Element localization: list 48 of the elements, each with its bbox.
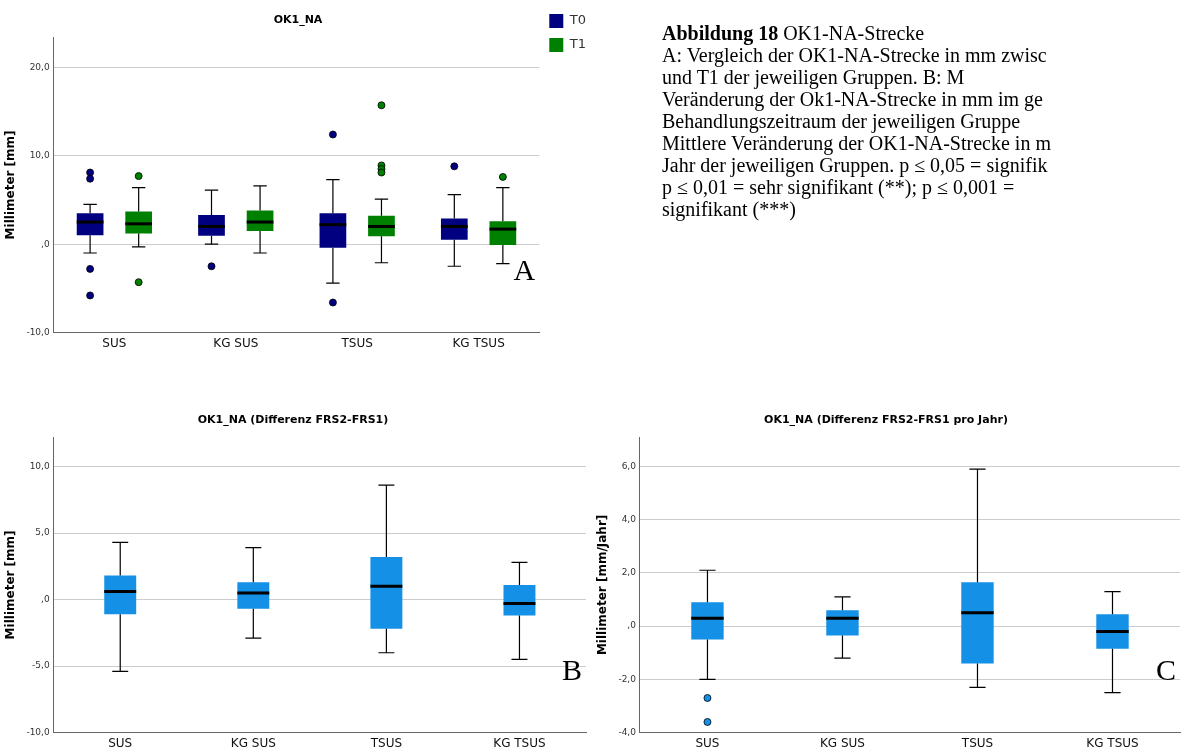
- x-tick-label: TSUS: [960, 735, 994, 750]
- x-tick-label: TSUS: [369, 735, 403, 750]
- y-tick-label: -10,0: [26, 326, 50, 337]
- y-axis-title: Millimeter [mm]: [3, 530, 18, 640]
- y-tick-label: 10,0: [29, 460, 50, 471]
- x-tick-label: TSUS: [340, 335, 373, 350]
- annotation: C: [1155, 653, 1176, 687]
- text: A: Vergleich der OK1-NA-Strecke in mm zwisc: [662, 44, 1048, 66]
- annotation: A: [513, 253, 536, 287]
- y-tick-label: ,0: [41, 238, 50, 249]
- legend-label: T1: [568, 36, 587, 52]
- x-tick-label: SUS: [102, 335, 127, 350]
- y-tick-label: 20,0: [29, 61, 50, 72]
- text: und T1 der jeweiligen Gruppen. B: M: [662, 66, 966, 88]
- chart-title: OK1_NA: [273, 13, 323, 27]
- x-tick-label: KG SUS: [213, 335, 259, 350]
- text: Abbildung 18: [662, 22, 779, 44]
- y-tick-label: 10,0: [29, 150, 50, 161]
- y-axis-title: Millimeter [mm/Jahr]: [595, 514, 610, 656]
- chart-title: OK1_NA (Differenz FRS2-FRS1): [197, 413, 389, 427]
- legend-label: T0: [568, 12, 587, 28]
- y-tick-label: 4,0: [621, 514, 637, 525]
- text: Mittlere Veränderung der OK1-NA-Strecke in m: [662, 132, 1052, 154]
- text: signifikant (***): [662, 198, 796, 220]
- x-tick-label: KG SUS: [819, 735, 865, 750]
- text: Behandlungszeitraum der jeweiligen Gruppe: [662, 110, 1022, 132]
- text: Veränderung der Ok1-NA-Strecke in mm im ge: [662, 88, 1044, 110]
- y-tick-label: -4,0: [618, 726, 637, 737]
- y-tick-label: ,0: [627, 620, 637, 631]
- text: OK1-NA-Strecke: [782, 22, 925, 44]
- text: p ≤ 0,01 = sehr signifikant (**); p ≤ 0,001 =: [662, 176, 1015, 198]
- y-tick-label: 5,0: [35, 527, 50, 538]
- x-tick-label: KG SUS: [230, 735, 276, 750]
- chart-title: OK1_NA (Differenz FRS2-FRS1 pro Jahr): [764, 413, 1008, 427]
- y-tick-label: 6,0: [621, 460, 637, 471]
- y-tick-label: ,0: [41, 593, 50, 604]
- y-tick-label: 2,0: [621, 567, 637, 578]
- x-tick-label: KG TSUS: [1086, 735, 1139, 750]
- y-tick-label: -2,0: [618, 673, 637, 684]
- x-tick-label: SUS: [695, 735, 720, 750]
- y-tick-label: -10,0: [26, 726, 50, 737]
- x-tick-label: KG TSUS: [493, 735, 546, 750]
- y-axis-title: Millimeter [mm]: [3, 130, 18, 240]
- x-tick-label: KG TSUS: [452, 335, 505, 350]
- annotation: B: [561, 653, 582, 687]
- text: Jahr der jeweiligen Gruppen. p ≤ 0,05 = signifik: [662, 154, 1049, 176]
- y-tick-label: -5,0: [32, 660, 50, 671]
- x-tick-label: SUS: [108, 735, 133, 750]
